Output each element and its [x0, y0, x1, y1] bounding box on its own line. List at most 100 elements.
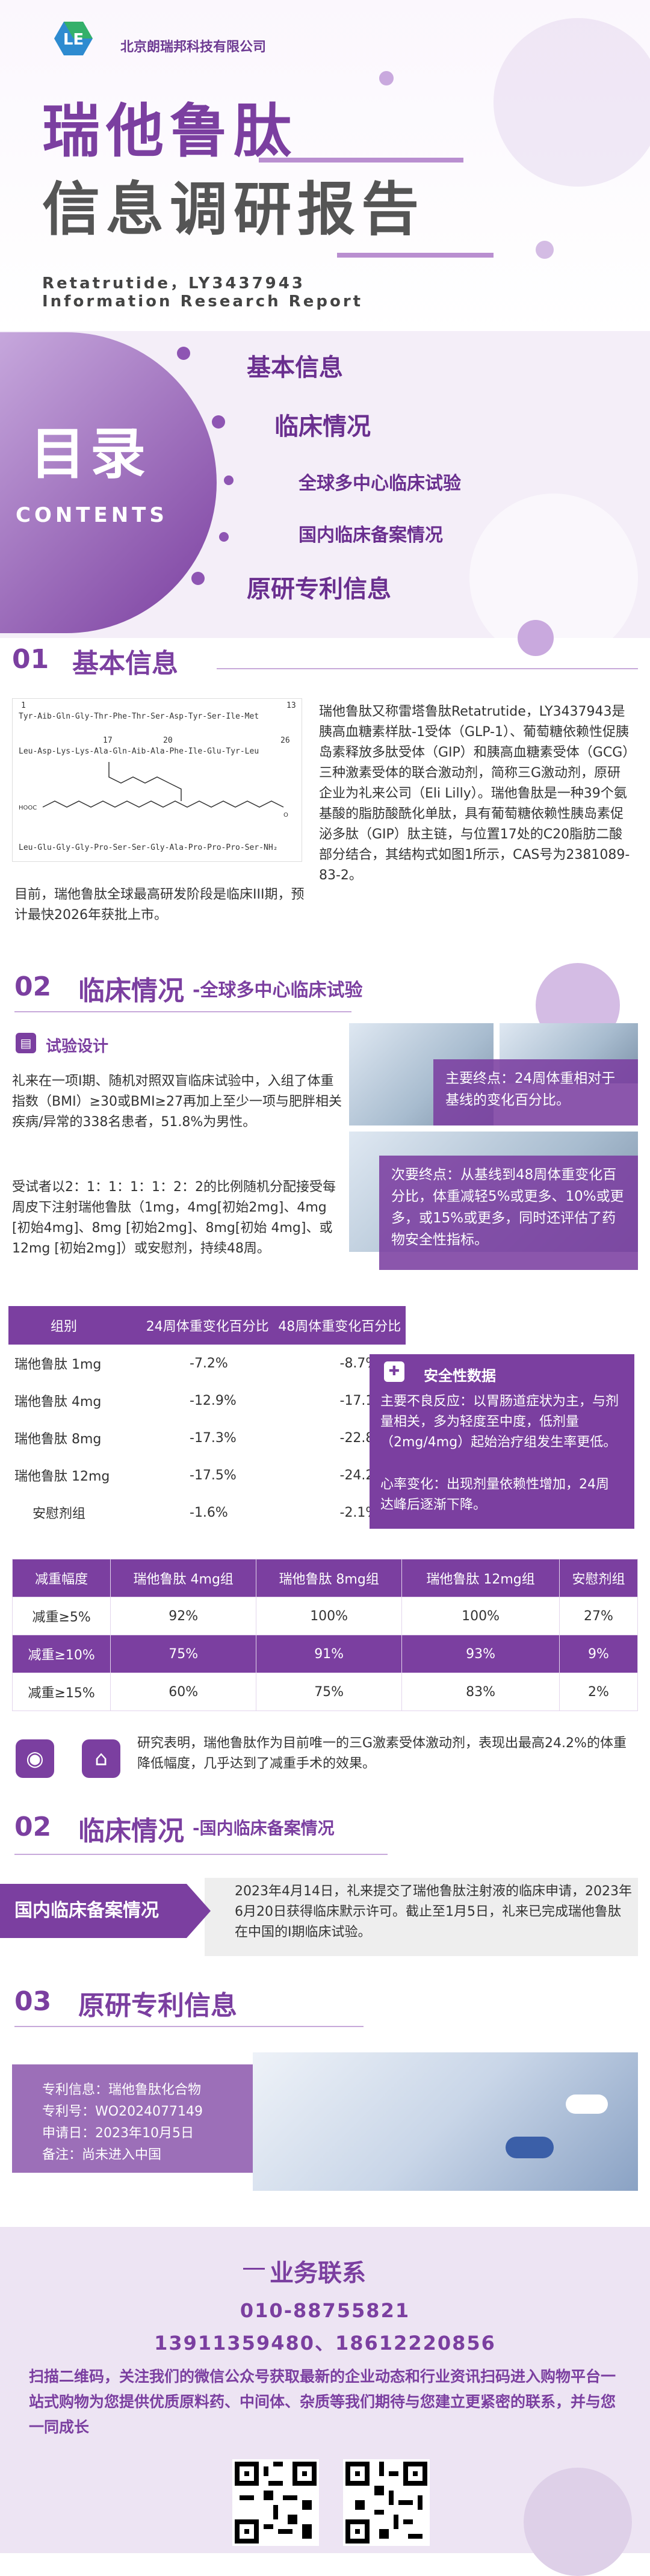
safety-label: 安全性数据 [424, 1367, 496, 1384]
footer-title: 业务联系 [270, 2259, 366, 2287]
table-cell: 91% [256, 1635, 403, 1673]
table-row: 瑞他鲁肽 4mg -12.9% -17.1% [8, 1382, 406, 1419]
pills-photo [253, 2052, 638, 2191]
residue-number: 20 [163, 736, 173, 745]
footer-phone-mobile[interactable]: 13911359480、18612220856 [154, 2332, 496, 2355]
table-row: 瑞他鲁肽 8mg -17.3% -22.8% [8, 1419, 406, 1457]
table-cell: 75% [256, 1673, 403, 1711]
section-number: 02 [14, 971, 52, 1002]
sequence-top: Tyr-Aib-Gln-Gly-Thr-Phe-Thr-Ser-Asp-Tyr-… [19, 712, 259, 721]
safety-adverse-text: 主要不良反应：以胃肠道症状为主，与剂量相关，多为轻度至中度，低剂量（2mg/4m… [380, 1394, 619, 1450]
table-cell: 75% [110, 1635, 257, 1673]
safety-icon: ✚ [384, 1361, 404, 1382]
residue-number: 17 [103, 736, 113, 745]
table-row: 安慰剂组 -1.6% -2.1% [8, 1494, 406, 1531]
table-row: 减重≥15% 60% 75% 83% 2% [11, 1673, 639, 1711]
sequence-middle: Leu-Asp-Lys-Lys-Ala-Gln-Aib-Ala-Phe-Ile-… [19, 747, 259, 756]
section-number: 03 [14, 1986, 52, 2017]
section-number: 01 [12, 644, 49, 675]
pill-decor [566, 2095, 608, 2114]
design-label: 试验设计 [46, 1038, 109, 1056]
decor-circle [536, 241, 554, 259]
qr-code-icon [235, 2462, 317, 2543]
section-number: 02 [14, 1812, 52, 1842]
table-cell: 瑞他鲁肽 8mg [14, 1432, 102, 1447]
structure-image: Tyr-Aib-Gln-Gly-Thr-Phe-Thr-Ser-Asp-Tyr-… [12, 698, 302, 862]
report-title-line2: 信息调研报告 [42, 176, 425, 243]
toc-bullet [212, 415, 225, 429]
toc-item-patent[interactable]: 原研专利信息 [247, 575, 391, 603]
decor-circle [524, 2468, 632, 2576]
weight-loss-threshold-table: 减重幅度 瑞他鲁肽 4mg组 瑞他鲁肽 8mg组 瑞他鲁肽 12mg组 安慰剂组… [11, 1559, 639, 1711]
table-cell: 27% [559, 1597, 639, 1635]
table-cell: -17.3% [190, 1430, 237, 1446]
patent-apply-date: 申请日：2023年10月5日 [42, 2126, 194, 2141]
table-cell: 92% [110, 1597, 257, 1635]
toc-item-clinical[interactable]: 临床情况 [274, 413, 371, 441]
shop-qr-code[interactable] [343, 2459, 430, 2546]
table-cell: 瑞他鲁肽 1mg [14, 1357, 102, 1372]
design-icon: ▤ [16, 1033, 36, 1053]
table-cell: 瑞他鲁肽 12mg [14, 1469, 110, 1484]
report-subtitle-line1: Retatrutide，LY3437943 [42, 274, 305, 293]
basic-info-status: 目前，瑞他鲁肽全球最高研发阶段是临床III期，预计最快2026年获批上市。 [14, 887, 305, 923]
report-subtitle-line2: Information Research Report [42, 293, 364, 311]
company-logo-icon: LE [54, 22, 93, 55]
domestic-filing-tag: 国内临床备案情况 [0, 1884, 211, 1938]
section-divider [14, 2026, 364, 2027]
table-row: 瑞他鲁肽 1mg -7.2% -8.7% [8, 1345, 406, 1382]
conclusion-text: 研究表明，瑞他鲁肽作为目前唯一的三G激素受体激动剂，表现出最高24.2%的体重降… [137, 1736, 627, 1771]
fatty-acid-chain-drawing: HOOC O [19, 762, 288, 819]
table-header: 减重幅度 [11, 1559, 111, 1597]
table-header: 48周体重变化百分比 [273, 1306, 406, 1345]
table-header: 瑞他鲁肽 4mg组 [110, 1559, 257, 1597]
table-header: 瑞他鲁肽 8mg组 [256, 1559, 403, 1597]
toc-title: 目录 [30, 422, 151, 486]
sequence-bottom: Leu-Glu-Gly-Gly-Pro-Ser-Ser-Gly-Ala-Pro-… [19, 843, 278, 852]
table-cell: 83% [401, 1673, 560, 1711]
table-cell: 60% [110, 1673, 257, 1711]
table-cell: 9% [559, 1635, 639, 1673]
patent-note: 备注：尚未进入中国 [42, 2147, 162, 2163]
table-header-row: 组别 24周体重变化百分比 48周体重变化百分比 [8, 1306, 406, 1345]
company-name: 北京朗瑞邦科技有限公司 [120, 40, 267, 55]
table-row: 瑞他鲁肽 12mg -17.5% -24.2% [8, 1457, 406, 1494]
toc-item-domestic-filing[interactable]: 国内临床备案情况 [299, 525, 443, 546]
toc-item-global-trials[interactable]: 全球多中心临床试验 [299, 473, 461, 494]
table-header: 瑞他鲁肽 12mg组 [401, 1559, 560, 1597]
toc-title-en: CONTENTS [16, 503, 168, 527]
decor-circle [494, 18, 650, 187]
home-icon: ⌂ [82, 1739, 120, 1778]
safety-panel [370, 1354, 634, 1529]
safety-heartrate-text: 心率变化：出现剂量依赖性增加，24周达峰后逐渐下降。 [380, 1477, 609, 1512]
toc-bullet [224, 475, 234, 485]
table-row: 减重≥10% 75% 91% 93% 9% [11, 1635, 639, 1673]
patent-info: 专利信息：瑞他鲁肽化合物 [42, 2082, 202, 2098]
title-underline [259, 158, 463, 163]
wechat-qr-code[interactable] [232, 2459, 319, 2546]
patent-number: 专利号：WO2024077149 [42, 2104, 203, 2119]
section-title: 临床情况 [78, 1816, 184, 1847]
pill-decor [506, 2137, 554, 2158]
table-cell: -7.2% [190, 1355, 228, 1371]
residue-number: 13 [286, 701, 296, 710]
table-cell: 减重≥15% [11, 1673, 111, 1711]
table-cell: 100% [401, 1597, 560, 1635]
residue-number: 1 [21, 701, 26, 710]
table-cell: 减重≥5% [11, 1597, 111, 1635]
table-cell: 瑞他鲁肽 4mg [14, 1395, 102, 1410]
decor-circle [379, 71, 394, 85]
toc-item-basic-info[interactable]: 基本信息 [247, 354, 343, 382]
table-cell: 安慰剂组 [32, 1506, 86, 1522]
trial-dosing-text: 受试者以2：1：1：1：1：2：2的比例随机分配接受每周皮下注射瑞他鲁肽（1mg… [12, 1180, 336, 1256]
footer-title-line [243, 2268, 265, 2270]
section-title: 临床情况 [78, 976, 184, 1006]
footer-phone-landline[interactable]: 010-88755821 [240, 2299, 410, 2322]
weight-change-table: 组别 24周体重变化百分比 48周体重变化百分比 瑞他鲁肽 1mg -7.2% … [8, 1306, 406, 1531]
decor-circle [518, 620, 554, 656]
footer-text: 扫描二维码，关注我们的微信公众号获取最新的企业动态和行业资讯扫码进入购物平台一站… [29, 2368, 616, 2436]
header-background [0, 0, 650, 337]
toc-bullet [191, 572, 205, 585]
table-cell: 93% [401, 1635, 560, 1673]
title-underline [337, 253, 494, 258]
